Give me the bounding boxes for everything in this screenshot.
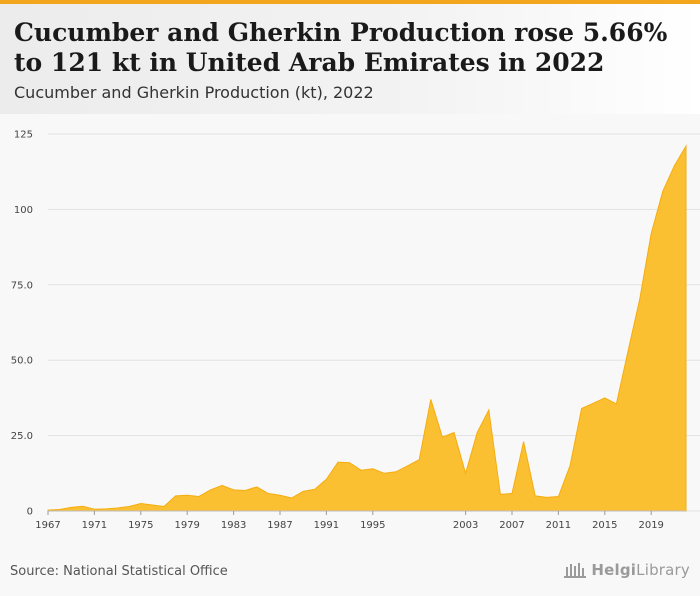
production-area [47, 144, 687, 512]
y-tick-label: 0 [27, 507, 33, 518]
x-tick-label: 2015 [592, 520, 617, 531]
source-note: Source: National Statistical Office [10, 564, 228, 579]
x-tick-label: 1991 [314, 520, 339, 531]
x-tick-label: 1983 [221, 520, 246, 531]
x-tick-label: 2007 [499, 520, 524, 531]
y-tick-label: 100 [14, 205, 33, 216]
y-tick-label: 125 [14, 130, 33, 141]
library-building-icon [564, 563, 587, 578]
y-tick-label: 25.0 [11, 431, 33, 442]
x-tick-label: 2011 [546, 520, 571, 531]
x-tick-label: 1979 [174, 520, 199, 531]
area-chart: 0 25.0 50.0 75.0 100 125 1967 1971 1975 1979 1983 1… [11, 130, 700, 531]
logo-text-bold: Helgi [591, 561, 637, 579]
x-tick-label: 1975 [128, 520, 153, 531]
chart-subtitle: Cucumber and Gherkin Production (kt), 20… [14, 83, 374, 102]
y-tick-label: 50.0 [11, 356, 33, 367]
x-tick-label: 1995 [360, 520, 385, 531]
x-tick-label: 2003 [453, 520, 478, 531]
x-tick-label: 2019 [638, 520, 663, 531]
footer: Source: National Statistical Office Helg… [0, 554, 700, 596]
x-tick-label: 1971 [82, 520, 107, 531]
header: Cucumber and Gherkin Production rose 5.6… [0, 4, 700, 114]
page-title: Cucumber and Gherkin Production rose 5.6… [14, 18, 668, 77]
helgi-library-logo[interactable]: HelgiLibrary [563, 561, 690, 579]
top-accent-bar [0, 0, 700, 4]
x-tick-label: 1967 [35, 520, 60, 531]
y-tick-label: 75.0 [11, 280, 33, 291]
logo-text-rest: Library [636, 561, 690, 579]
logo-text: HelgiLibrary [591, 561, 690, 579]
x-tick-label: 1987 [267, 520, 292, 531]
